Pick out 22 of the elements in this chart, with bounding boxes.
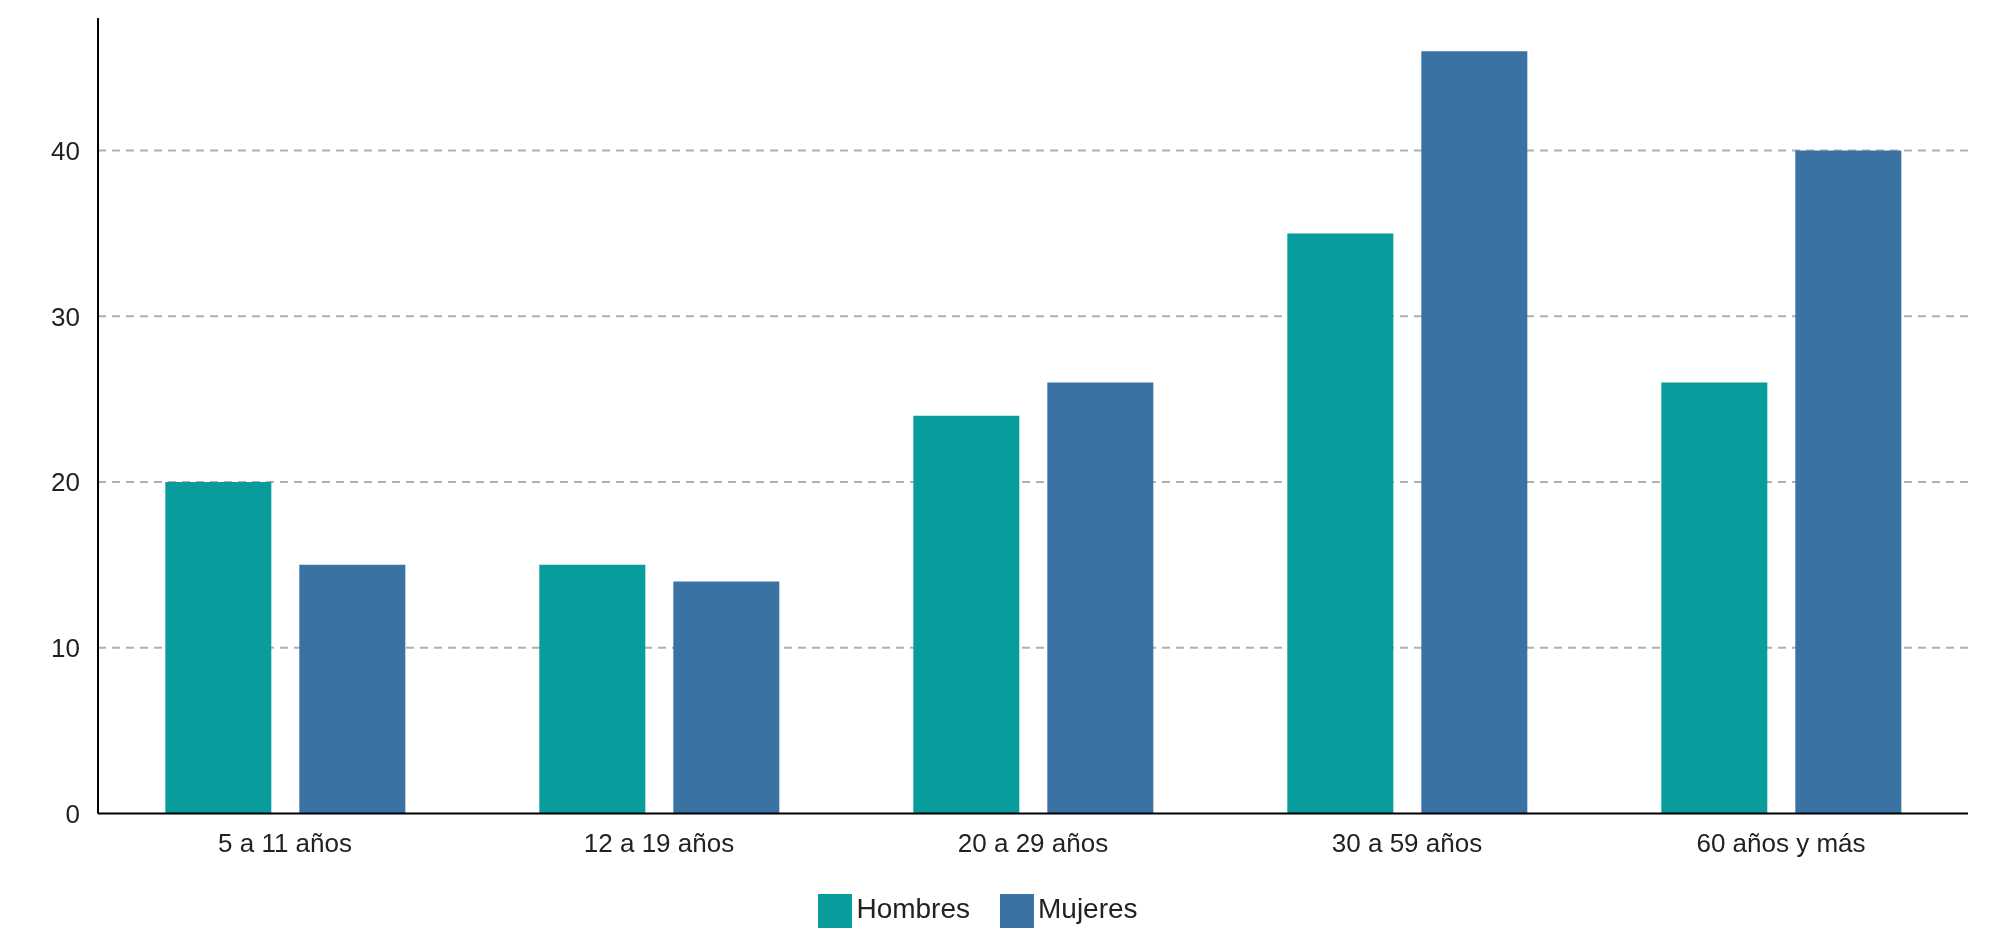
y-tick-label: 20	[51, 467, 80, 498]
y-tick-label: 0	[65, 798, 80, 829]
x-tick-label: 20 a 29 años	[957, 827, 1109, 858]
bar	[1661, 382, 1768, 814]
bar	[913, 415, 1020, 814]
y-tick-label: 30	[51, 301, 80, 332]
legend-label: Mujeres	[1038, 893, 1138, 925]
x-tick-label: 12 a 19 años	[583, 827, 735, 858]
x-tick-label: 30 a 59 años	[1331, 827, 1483, 858]
bar	[1287, 233, 1394, 814]
y-tick-label: 10	[51, 632, 80, 663]
y-tick-label: 40	[51, 135, 80, 166]
bar	[539, 564, 646, 814]
bar	[673, 581, 780, 814]
legend-label: Hombres	[856, 893, 970, 925]
bar	[1795, 150, 1902, 814]
bar	[299, 564, 406, 814]
bar	[1421, 51, 1528, 814]
bar	[165, 481, 272, 814]
bar	[1047, 382, 1154, 814]
x-tick-label: 60 años y más	[1696, 827, 1866, 858]
x-tick-label: 5 a 11 años	[218, 827, 352, 858]
